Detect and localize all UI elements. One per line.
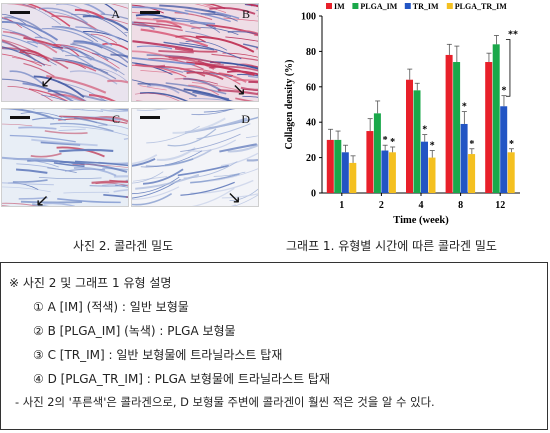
y-tick-label: 80 [306,47,316,58]
bar [460,123,468,193]
bar [349,162,357,193]
description-item: ① A [IM] (적색) : 일반 보형물 [33,300,189,314]
description-box: ※ 사진 2 및 그래프 1 유형 설명 ① A [IM] (적색) : 일반 … [0,262,548,430]
significance-marker: * [462,102,467,113]
bar [388,152,396,193]
scale-bar [140,116,160,119]
bar [366,131,374,193]
y-axis-label: Collagen density (%) [284,60,295,150]
legend-label: TR_IM [413,2,439,11]
x-tick-label: 2 [379,200,384,211]
collagen-density-chart: 0 20 40 60 80 100 Collagen density (%) Time (we… [284,2,520,226]
y-tick-label: 40 [306,118,316,129]
arrow-icon: ↘ [232,80,247,100]
tissue-image [132,109,258,206]
description-note: - 사진 2의 '푸른색'은 콜라겐으로, D 보형물 주변에 콜라겐이 훨씬 … [15,395,435,409]
significance-marker: * [501,86,506,97]
tissue-image [2,109,128,206]
tissue-image [132,4,258,101]
bar [326,139,334,193]
significance-marker: * [422,125,427,136]
photo-panel-b: B ↘ [131,3,259,102]
bar [428,157,436,193]
legend-label: PLGA_IM [360,2,397,11]
bar [381,150,389,193]
significance-marker: * [469,139,474,150]
y-tick-label: 100 [301,12,316,23]
photo-caption: 사진 2. 콜라겐 밀도 [73,239,174,253]
description-item: ④ D [PLGA_TR_IM] : PLGA 보형물에 트라닐라스트 탑재 [33,372,331,386]
significance-bracket-label: ** [508,29,518,40]
bar [413,90,421,193]
significance-marker: * [430,141,435,152]
scale-bar [10,11,30,14]
bar [468,154,476,193]
y-tick-label: 60 [306,82,316,93]
bar [492,44,500,193]
bar [334,139,342,193]
legend-swatch [446,3,453,9]
panel-letter: B [241,7,250,21]
legend-label: PLGA_TR_IM [455,2,507,11]
legend-swatch [352,3,359,9]
legend-label: IM [334,2,345,11]
bar [507,152,515,193]
significance-marker: * [509,139,514,150]
scale-bar [10,116,30,119]
bar [341,152,349,193]
panel-letter: A [111,7,120,21]
description-item: ② B [PLGA_IM] (녹색) : PLGA 보형물 [33,324,236,338]
scale-bar [140,11,160,14]
significance-bracket [505,39,511,97]
arrow-icon: ↘ [227,188,242,207]
panel-letter: C [111,112,120,126]
legend-swatch [326,3,332,9]
x-tick-label: 1 [339,200,344,211]
significance-marker: * [390,137,395,148]
description-item: ③ C [TR_IM] : 일반 보형물에 트라닐라스트 탑재 [33,348,283,362]
arrow-icon: ↙ [40,72,55,92]
bar [500,106,508,193]
x-tick-label: 12 [495,200,505,211]
bar [445,54,453,193]
panel-letter: D [241,112,250,126]
photo-panel-c: C ↙ [1,108,129,207]
y-tick-label: 0 [311,189,316,200]
description-title: ※ 사진 2 및 그래프 1 유형 설명 [9,276,172,290]
bar [421,141,428,193]
photo-panel-a: A ↙ [1,3,129,102]
significance-marker: * [383,135,388,146]
bar [453,62,461,193]
chart-caption: 그래프 1. 유형별 시간에 따른 콜라겐 밀도 [286,239,497,253]
tissue-image [2,4,128,101]
x-tick-label: 4 [419,200,424,211]
x-tick-label: 8 [458,200,463,211]
bar [406,79,413,193]
y-tick-label: 20 [306,153,316,164]
bar [373,113,381,193]
arrow-icon: ↙ [35,191,50,207]
photo-panel-d: D ↘ [131,108,259,207]
bar [485,62,493,193]
x-axis-label: Time (week) [393,215,449,226]
legend-swatch [404,3,411,9]
